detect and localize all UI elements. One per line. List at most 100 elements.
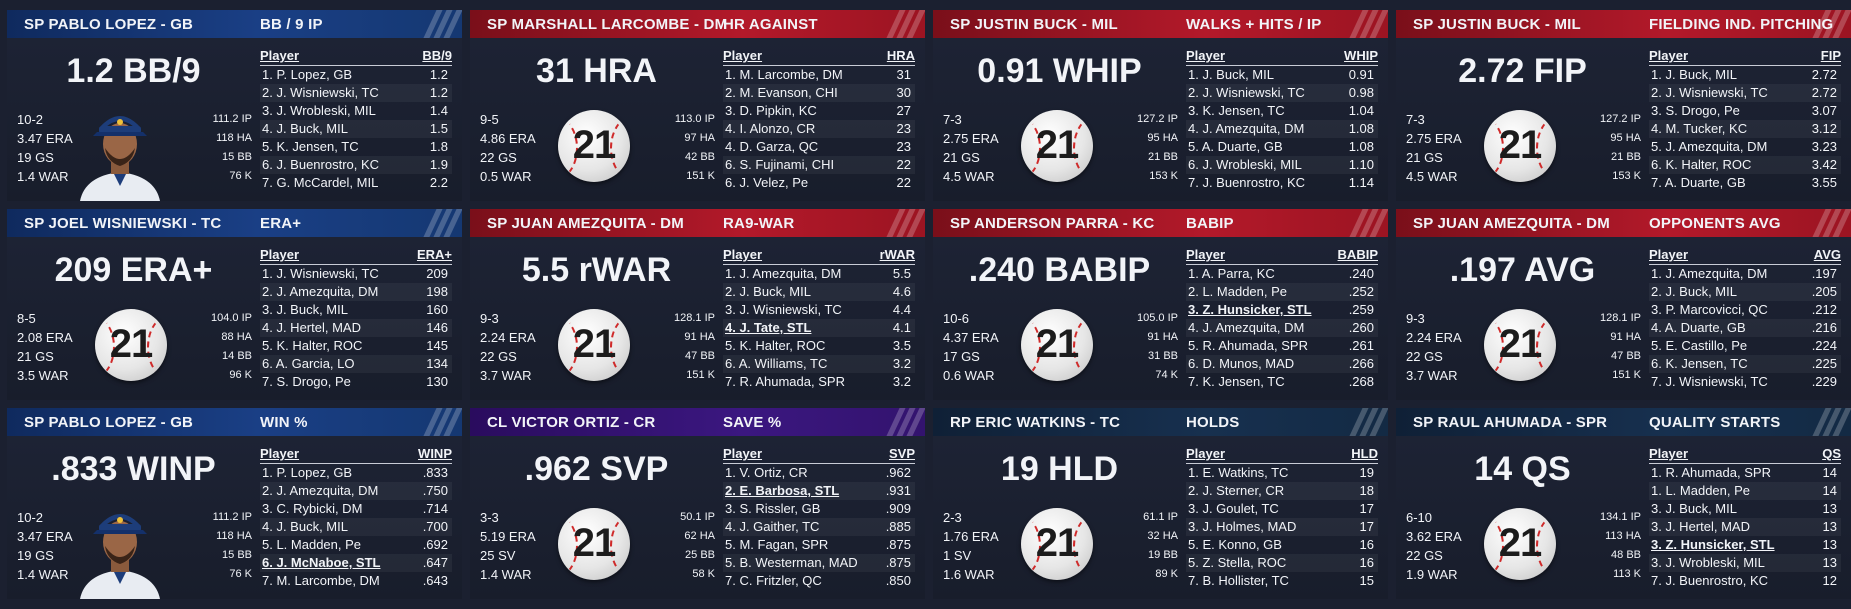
- leaderboard-player-name[interactable]: 1. J. Buck, MIL: [1188, 67, 1274, 82]
- leaderboard-player-name[interactable]: 5. E. Castillo, Pe: [1651, 338, 1748, 353]
- leaderboard-player-name[interactable]: 3. J. Holmes, MAD: [1188, 519, 1297, 534]
- leader-player-title[interactable]: SP JUAN AMEZQUITA - DM: [487, 214, 684, 232]
- leaderboard-player-name[interactable]: 4. J. Buck, MIL: [262, 519, 348, 534]
- leader-card[interactable]: RP ERIC WATKINS - TC HOLDS 19 HLD 2-3 1.76 E…: [933, 408, 1388, 599]
- leaderboard-row[interactable]: 7. G. McCardel, MIL 2.2: [260, 174, 452, 192]
- leaderboard-player-name[interactable]: 7. R. Ahumada, SPR: [725, 374, 845, 389]
- leaderboard-player-name[interactable]: 3. K. Jensen, TC: [1188, 103, 1285, 118]
- leaderboard-player-name[interactable]: 3. J. Wrobleski, MIL: [262, 103, 376, 118]
- leaderboard-row[interactable]: 6. J. Velez, Pe 22: [723, 174, 915, 192]
- leaderboard-player-name[interactable]: 7. M. Larcombe, DM: [262, 573, 380, 588]
- leaderboard-row[interactable]: 7. J. Buenrostro, KC 12: [1649, 572, 1841, 590]
- leaderboard-row[interactable]: 2. L. Madden, Pe .252: [1186, 283, 1378, 301]
- leaderboard-player-name[interactable]: 6. J. McNaboe, STL: [262, 555, 381, 570]
- leaderboard-player-name[interactable]: 3. J. Buck, MIL: [1651, 501, 1737, 516]
- leaderboard-player-name[interactable]: 5. R. Ahumada, SPR: [1188, 338, 1308, 353]
- leaderboard-player-name[interactable]: 7. J. Wisniewski, TC: [1651, 374, 1768, 389]
- leaderboard-player-name[interactable]: 6. D. Munos, MAD: [1188, 356, 1295, 371]
- leader-player-title[interactable]: SP JUSTIN BUCK - MIL: [950, 15, 1118, 33]
- leaderboard-row[interactable]: 5. M. Fagan, SPR .875: [723, 536, 915, 554]
- leaderboard-row[interactable]: 7. B. Hollister, TC 15: [1186, 572, 1378, 590]
- leader-card[interactable]: SP PABLO LOPEZ - GB WIN % .833 WINP 10-2 3.4…: [7, 408, 462, 599]
- leaderboard-row[interactable]: 4. J. Tate, STL 4.1: [723, 319, 915, 337]
- leaderboard-player-name[interactable]: 6. A. Garcia, LO: [262, 356, 355, 371]
- leaderboard-row[interactable]: 1. V. Ortiz, CR .962: [723, 464, 915, 482]
- column-header-stat[interactable]: WHIP: [1344, 48, 1378, 63]
- leaderboard-player-name[interactable]: 4. D. Garza, QC: [725, 139, 819, 154]
- column-header-stat[interactable]: HRA: [886, 48, 915, 63]
- leaderboard-row[interactable]: 6. D. Munos, MAD .266: [1186, 355, 1378, 373]
- leaderboard-row[interactable]: 3. S. Drogo, Pe 3.07: [1649, 102, 1841, 120]
- leaderboard-row[interactable]: 4. J. Hertel, MAD 146: [260, 319, 452, 337]
- leaderboard-player-name[interactable]: 3. Z. Hunsicker, STL: [1651, 537, 1775, 552]
- leaderboard-player-name[interactable]: 1. J. Amezquita, DM: [725, 266, 842, 281]
- leaderboard-player-name[interactable]: 5. J. Amezquita, DM: [1651, 139, 1768, 154]
- leader-player-title[interactable]: RP ERIC WATKINS - TC: [950, 413, 1121, 431]
- column-header-stat[interactable]: QS: [1822, 446, 1841, 461]
- leaderboard-player-name[interactable]: 3. S. Rissler, GB: [725, 501, 821, 516]
- column-header-player[interactable]: Player: [723, 48, 763, 63]
- leaderboard-row[interactable]: 2. J. Buck, MIL .205: [1649, 283, 1841, 301]
- column-header-stat[interactable]: BABIP: [1337, 247, 1378, 262]
- leaderboard-player-name[interactable]: 7. J. Buenrostro, KC: [1651, 573, 1769, 588]
- leaderboard-player-name[interactable]: 1. J. Amezquita, DM: [1651, 266, 1768, 281]
- column-header-stat[interactable]: AVG: [1813, 247, 1841, 262]
- leaderboard-player-name[interactable]: 2. M. Evanson, CHI: [725, 85, 838, 100]
- leaderboard-row[interactable]: 7. R. Ahumada, SPR 3.2: [723, 373, 915, 391]
- leaderboard-row[interactable]: 3. K. Jensen, TC 1.04: [1186, 102, 1378, 120]
- column-header-player[interactable]: Player: [260, 247, 300, 262]
- leaderboard-player-name[interactable]: 3. D. Pipkin, KC: [725, 103, 817, 118]
- leaderboard-row[interactable]: 7. J. Buenrostro, KC 1.14: [1186, 174, 1378, 192]
- leaderboard-row[interactable]: 3. Z. Hunsicker, STL .259: [1186, 301, 1378, 319]
- leaderboard-player-name[interactable]: 6. K. Jensen, TC: [1651, 356, 1748, 371]
- leaderboard-player-name[interactable]: 7. J. Buenrostro, KC: [1188, 175, 1306, 190]
- leaderboard-row[interactable]: 5. K. Jensen, TC 1.8: [260, 138, 452, 156]
- column-header-stat[interactable]: FIP: [1820, 48, 1841, 63]
- leaderboard-row[interactable]: 1. J. Buck, MIL 0.91: [1186, 66, 1378, 84]
- leaderboard-row[interactable]: 1. P. Lopez, GB 1.2: [260, 66, 452, 84]
- leaderboard-player-name[interactable]: 3. P. Marcovicci, QC: [1651, 302, 1768, 317]
- column-header-stat[interactable]: WINP: [418, 446, 452, 461]
- leaderboard-player-name[interactable]: 6. S. Fujinami, CHI: [725, 157, 835, 172]
- leaderboard-row[interactable]: 1. J. Amezquita, DM 5.5: [723, 265, 915, 283]
- leaderboard-player-name[interactable]: 4. J. Buck, MIL: [262, 121, 348, 136]
- leaderboard-player-name[interactable]: 4. J. Gaither, TC: [725, 519, 820, 534]
- leaderboard-row[interactable]: 1. J. Amezquita, DM .197: [1649, 265, 1841, 283]
- leaderboard-row[interactable]: 6. K. Jensen, TC .225: [1649, 355, 1841, 373]
- leader-card[interactable]: SP ANDERSON PARRA - KC BABIP .240 BABIP 10-…: [933, 209, 1388, 400]
- leaderboard-row[interactable]: 6. J. Buenrostro, KC 1.9: [260, 156, 452, 174]
- leaderboard-player-name[interactable]: 4. I. Alonzo, CR: [725, 121, 816, 136]
- leaderboard-player-name[interactable]: 3. J. Wrobleski, MIL: [1651, 555, 1765, 570]
- leader-player-title[interactable]: CL VICTOR ORTIZ - CR: [487, 413, 656, 431]
- leaderboard-row[interactable]: 5. K. Halter, ROC 3.5: [723, 337, 915, 355]
- leaderboard-player-name[interactable]: 4. J. Hertel, MAD: [262, 320, 361, 335]
- leaderboard-row[interactable]: 2. J. Wisniewski, TC 0.98: [1186, 84, 1378, 102]
- leaderboard-player-name[interactable]: 4. J. Tate, STL: [725, 320, 812, 335]
- leaderboard-row[interactable]: 2. J. Wisniewski, TC 2.72: [1649, 84, 1841, 102]
- leader-player-title[interactable]: SP ANDERSON PARRA - KC: [950, 214, 1155, 232]
- leaderboard-player-name[interactable]: 6. J. Buenrostro, KC: [262, 157, 380, 172]
- leaderboard-row[interactable]: 2. J. Wisniewski, TC 1.2: [260, 84, 452, 102]
- leaderboard-row[interactable]: 4. J. Buck, MIL .700: [260, 518, 452, 536]
- leaderboard-row[interactable]: 7. J. Wisniewski, TC .229: [1649, 373, 1841, 391]
- leaderboard-row[interactable]: 4. J. Buck, MIL 1.5: [260, 120, 452, 138]
- leaderboard-player-name[interactable]: 1. P. Lopez, GB: [262, 465, 353, 480]
- leaderboard-row[interactable]: 5. E. Konno, GB 16: [1186, 536, 1378, 554]
- leaderboard-player-name[interactable]: 1. J. Wisniewski, TC: [262, 266, 379, 281]
- leaderboard-player-name[interactable]: 4. J. Amezquita, DM: [1188, 320, 1305, 335]
- leaderboard-row[interactable]: 2. M. Evanson, CHI 30: [723, 84, 915, 102]
- leaderboard-player-name[interactable]: 5. K. Jensen, TC: [262, 139, 359, 154]
- leaderboard-player-name[interactable]: 7. K. Jensen, TC: [1188, 374, 1285, 389]
- leaderboard-row[interactable]: 7. C. Fritzler, QC .850: [723, 572, 915, 590]
- column-header-stat[interactable]: HLD: [1351, 446, 1378, 461]
- leaderboard-player-name[interactable]: 6. J. Wrobleski, MIL: [1188, 157, 1302, 172]
- leaderboard-player-name[interactable]: 2. J. Amezquita, DM: [262, 284, 379, 299]
- leaderboard-player-name[interactable]: 7. S. Drogo, Pe: [262, 374, 351, 389]
- leaderboard-row[interactable]: 3. J. Goulet, TC 17: [1186, 500, 1378, 518]
- leader-player-title[interactable]: SP PABLO LOPEZ - GB: [24, 15, 194, 33]
- leaderboard-row[interactable]: 3. P. Marcovicci, QC .212: [1649, 301, 1841, 319]
- leaderboard-row[interactable]: 1. J. Buck, MIL 2.72: [1649, 66, 1841, 84]
- leaderboard-row[interactable]: 5. J. Amezquita, DM 3.23: [1649, 138, 1841, 156]
- column-header-stat[interactable]: ERA+: [416, 247, 452, 262]
- leaderboard-row[interactable]: 4. J. Amezquita, DM 1.08: [1186, 120, 1378, 138]
